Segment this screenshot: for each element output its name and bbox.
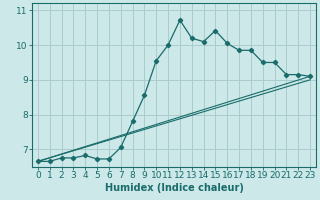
X-axis label: Humidex (Indice chaleur): Humidex (Indice chaleur) xyxy=(105,183,244,193)
